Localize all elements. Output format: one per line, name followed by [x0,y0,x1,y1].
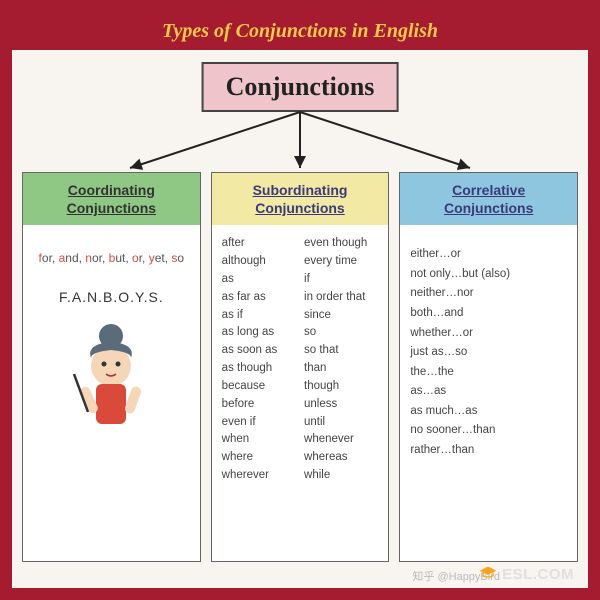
list-item: when [222,431,296,449]
list-item: since [304,307,378,325]
column-body: afteralthoughasas far asas ifas long asa… [212,225,389,561]
list-item: as…as [410,382,567,402]
fanboys-hl: y [149,251,155,265]
root-node: Conjunctions [202,62,399,112]
list-item: as though [222,360,296,378]
fanboys-list: for, and, nor, but, or, yet, so [33,249,190,268]
sub-list-right: even thoughevery timeifin order thatsinc… [304,235,378,484]
list-item: if [304,271,378,289]
list-item: though [304,378,378,396]
list-item: as long as [222,324,296,342]
list-item: even though [304,235,378,253]
list-item: whether…or [410,324,567,344]
page-title: Types of Conjunctions in English [162,20,438,43]
fanboys-hl: s [171,251,177,265]
list-item: while [304,467,378,485]
fanboys-hl: n [85,251,92,265]
fanboys-hl: b [109,251,116,265]
list-item: because [222,378,296,396]
list-item: as much…as [410,402,567,422]
heading-line: Conjunctions [255,200,344,216]
list-item: than [304,360,378,378]
list-item: no sooner…than [410,421,567,441]
column-coordinating: Coordinating Conjunctions for, and, nor,… [22,172,201,562]
fanboys-hl: a [59,251,66,265]
fanboys-hl: o [132,251,139,265]
list-item: until [304,414,378,432]
list-item: as if [222,307,296,325]
tree-arrows [100,108,500,172]
heading-line: Conjunctions [444,200,533,216]
heading-line: Conjunctions [67,200,156,216]
column-heading: Subordinating Conjunctions [212,173,389,225]
list-item: as soon as [222,342,296,360]
list-item: whenever [304,431,378,449]
list-item: in order that [304,289,378,307]
column-body: either…ornot only…but (also)neither…norb… [400,225,577,561]
column-heading: Correlative Conjunctions [400,173,577,225]
sub-list-left: afteralthoughasas far asas ifas long asa… [222,235,296,484]
list-item: whereas [304,449,378,467]
title-bar: Types of Conjunctions in English [12,12,588,50]
site-watermark: ESL.COM [478,564,574,584]
list-item: not only…but (also) [410,265,567,285]
list-item: where [222,449,296,467]
list-item: as [222,271,296,289]
list-item: as far as [222,289,296,307]
columns-container: Coordinating Conjunctions for, and, nor,… [22,172,578,562]
column-body: for, and, nor, but, or, yet, so F.A.N.B.… [23,225,200,561]
list-item: the…the [410,363,567,383]
list-item: every time [304,253,378,271]
list-item: although [222,253,296,271]
heading-line: Correlative [452,182,525,198]
fanboys-hl: f [39,251,42,265]
column-correlative: Correlative Conjunctions either…ornot on… [399,172,578,562]
list-item: so [304,324,378,342]
column-heading: Coordinating Conjunctions [23,173,200,225]
column-subordinating: Subordinating Conjunctions afteralthough… [211,172,390,562]
list-item: wherever [222,467,296,485]
list-item: so that [304,342,378,360]
teacher-illustration [66,324,156,444]
heading-line: Coordinating [68,182,155,198]
list-item: just as…so [410,343,567,363]
grad-cap-icon [478,564,498,584]
list-item: unless [304,396,378,414]
list-item: either…or [410,245,567,265]
list-item: neither…nor [410,284,567,304]
list-item: rather…than [410,441,567,461]
fanboys-acronym: F.A.N.B.O.Y.S. [33,287,190,309]
list-item: after [222,235,296,253]
list-item: before [222,396,296,414]
list-item: even if [222,414,296,432]
list-item: both…and [410,304,567,324]
site-name: ESL.COM [502,566,574,583]
heading-line: Subordinating [253,182,348,198]
